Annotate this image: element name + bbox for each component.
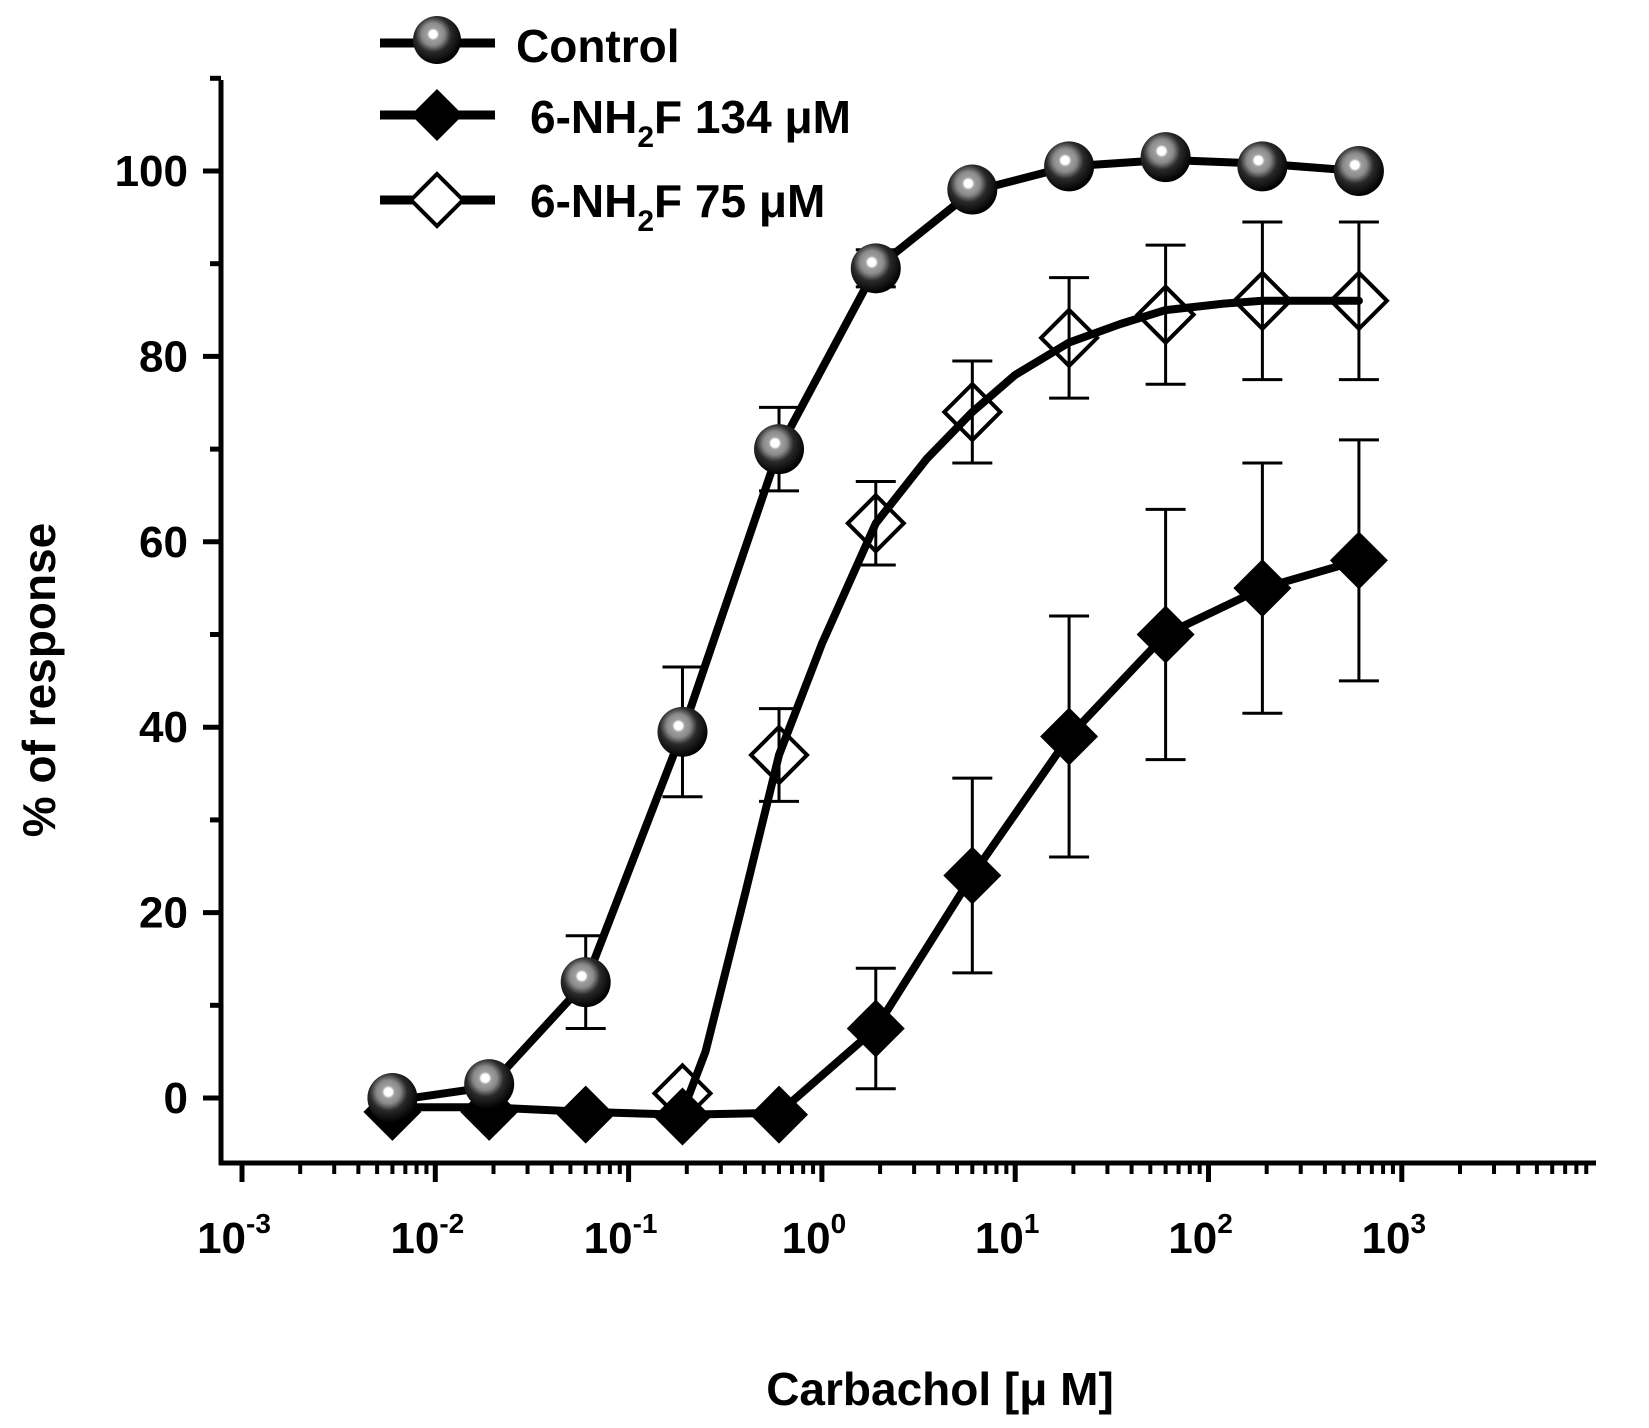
series-markers-0 bbox=[367, 132, 1384, 1123]
data-point-control bbox=[1044, 141, 1095, 192]
y-ticks: 0 20 40 60 80 100 bbox=[115, 75, 221, 1123]
x-tick-label: 10-2 bbox=[390, 1208, 464, 1263]
data-point-control bbox=[1237, 141, 1288, 192]
data-point-134uM bbox=[846, 999, 905, 1058]
data-point-134uM bbox=[653, 1087, 712, 1146]
data-point-134uM bbox=[556, 1085, 615, 1144]
x-tick-label: 101 bbox=[975, 1208, 1040, 1263]
x-tick-label: 103 bbox=[1362, 1208, 1427, 1263]
data-point-control bbox=[560, 957, 611, 1008]
data-point-134uM bbox=[1329, 531, 1388, 590]
x-tick-label: 10-3 bbox=[197, 1208, 271, 1263]
x-tick-label: 10-1 bbox=[584, 1208, 658, 1263]
data-point-75uM bbox=[1328, 269, 1390, 332]
y-tick-label: 40 bbox=[139, 703, 188, 752]
x-tick-label: 102 bbox=[1168, 1208, 1233, 1263]
data-point-75uM bbox=[748, 724, 810, 786]
data-point-75uM bbox=[941, 381, 1004, 443]
data-point-134uM bbox=[1233, 559, 1292, 618]
series-line-2 bbox=[678, 296, 1363, 1116]
y-tick-label: 60 bbox=[139, 518, 188, 567]
legend-label-75uM: 6-NH2F 75 μM bbox=[530, 175, 825, 238]
legend-marker-diamond-open bbox=[408, 171, 466, 229]
y-tick-label: 80 bbox=[139, 332, 188, 381]
data-point-134uM bbox=[750, 1085, 809, 1144]
data-point-control bbox=[464, 1059, 515, 1110]
data-point-control bbox=[657, 706, 708, 757]
data-point-75uM bbox=[1134, 283, 1197, 346]
error-bars-1 bbox=[855, 438, 1379, 1091]
data-point-control bbox=[1333, 146, 1384, 196]
legend-item-control: Control bbox=[380, 16, 680, 72]
data-point-control bbox=[367, 1073, 418, 1123]
x-tick-label: 100 bbox=[782, 1208, 847, 1263]
y-axis-label: % of response bbox=[13, 523, 65, 837]
series-layer bbox=[363, 132, 1390, 1146]
legend-item-75uM: 6-NH2F 75 μM bbox=[380, 171, 825, 238]
data-point-134uM bbox=[1136, 605, 1195, 664]
y-tick-label: 100 bbox=[115, 147, 188, 196]
data-point-134uM bbox=[943, 846, 1002, 905]
data-point-control bbox=[850, 243, 901, 294]
data-point-control bbox=[947, 164, 998, 215]
legend-marker-diamond-filled bbox=[411, 89, 463, 141]
y-tick-label: 0 bbox=[164, 1074, 188, 1123]
data-point-75uM bbox=[1038, 307, 1100, 369]
data-point-134uM bbox=[1040, 707, 1099, 766]
x-axis-label: Carbachol [μ M] bbox=[766, 1363, 1114, 1415]
data-point-75uM bbox=[844, 492, 907, 555]
legend-label-134uM: 6-NH2F 134 μM bbox=[530, 91, 851, 154]
y-tick-label: 20 bbox=[139, 889, 188, 938]
legend: Control 6-NH2F 134 μM 6-NH2F 75 μM bbox=[380, 16, 851, 238]
legend-label-control: Control bbox=[516, 20, 680, 72]
legend-item-134uM: 6-NH2F 134 μM bbox=[380, 89, 851, 154]
data-point-control bbox=[754, 424, 805, 475]
data-point-control bbox=[1140, 132, 1191, 183]
legend-marker-circle bbox=[413, 16, 461, 64]
data-point-75uM bbox=[1231, 269, 1294, 332]
x-ticks: 10-3 10-2 10-1 100 101 102 103 bbox=[197, 1163, 1589, 1263]
axes bbox=[218, 80, 1596, 1166]
series-markers-2 bbox=[651, 269, 1390, 1125]
